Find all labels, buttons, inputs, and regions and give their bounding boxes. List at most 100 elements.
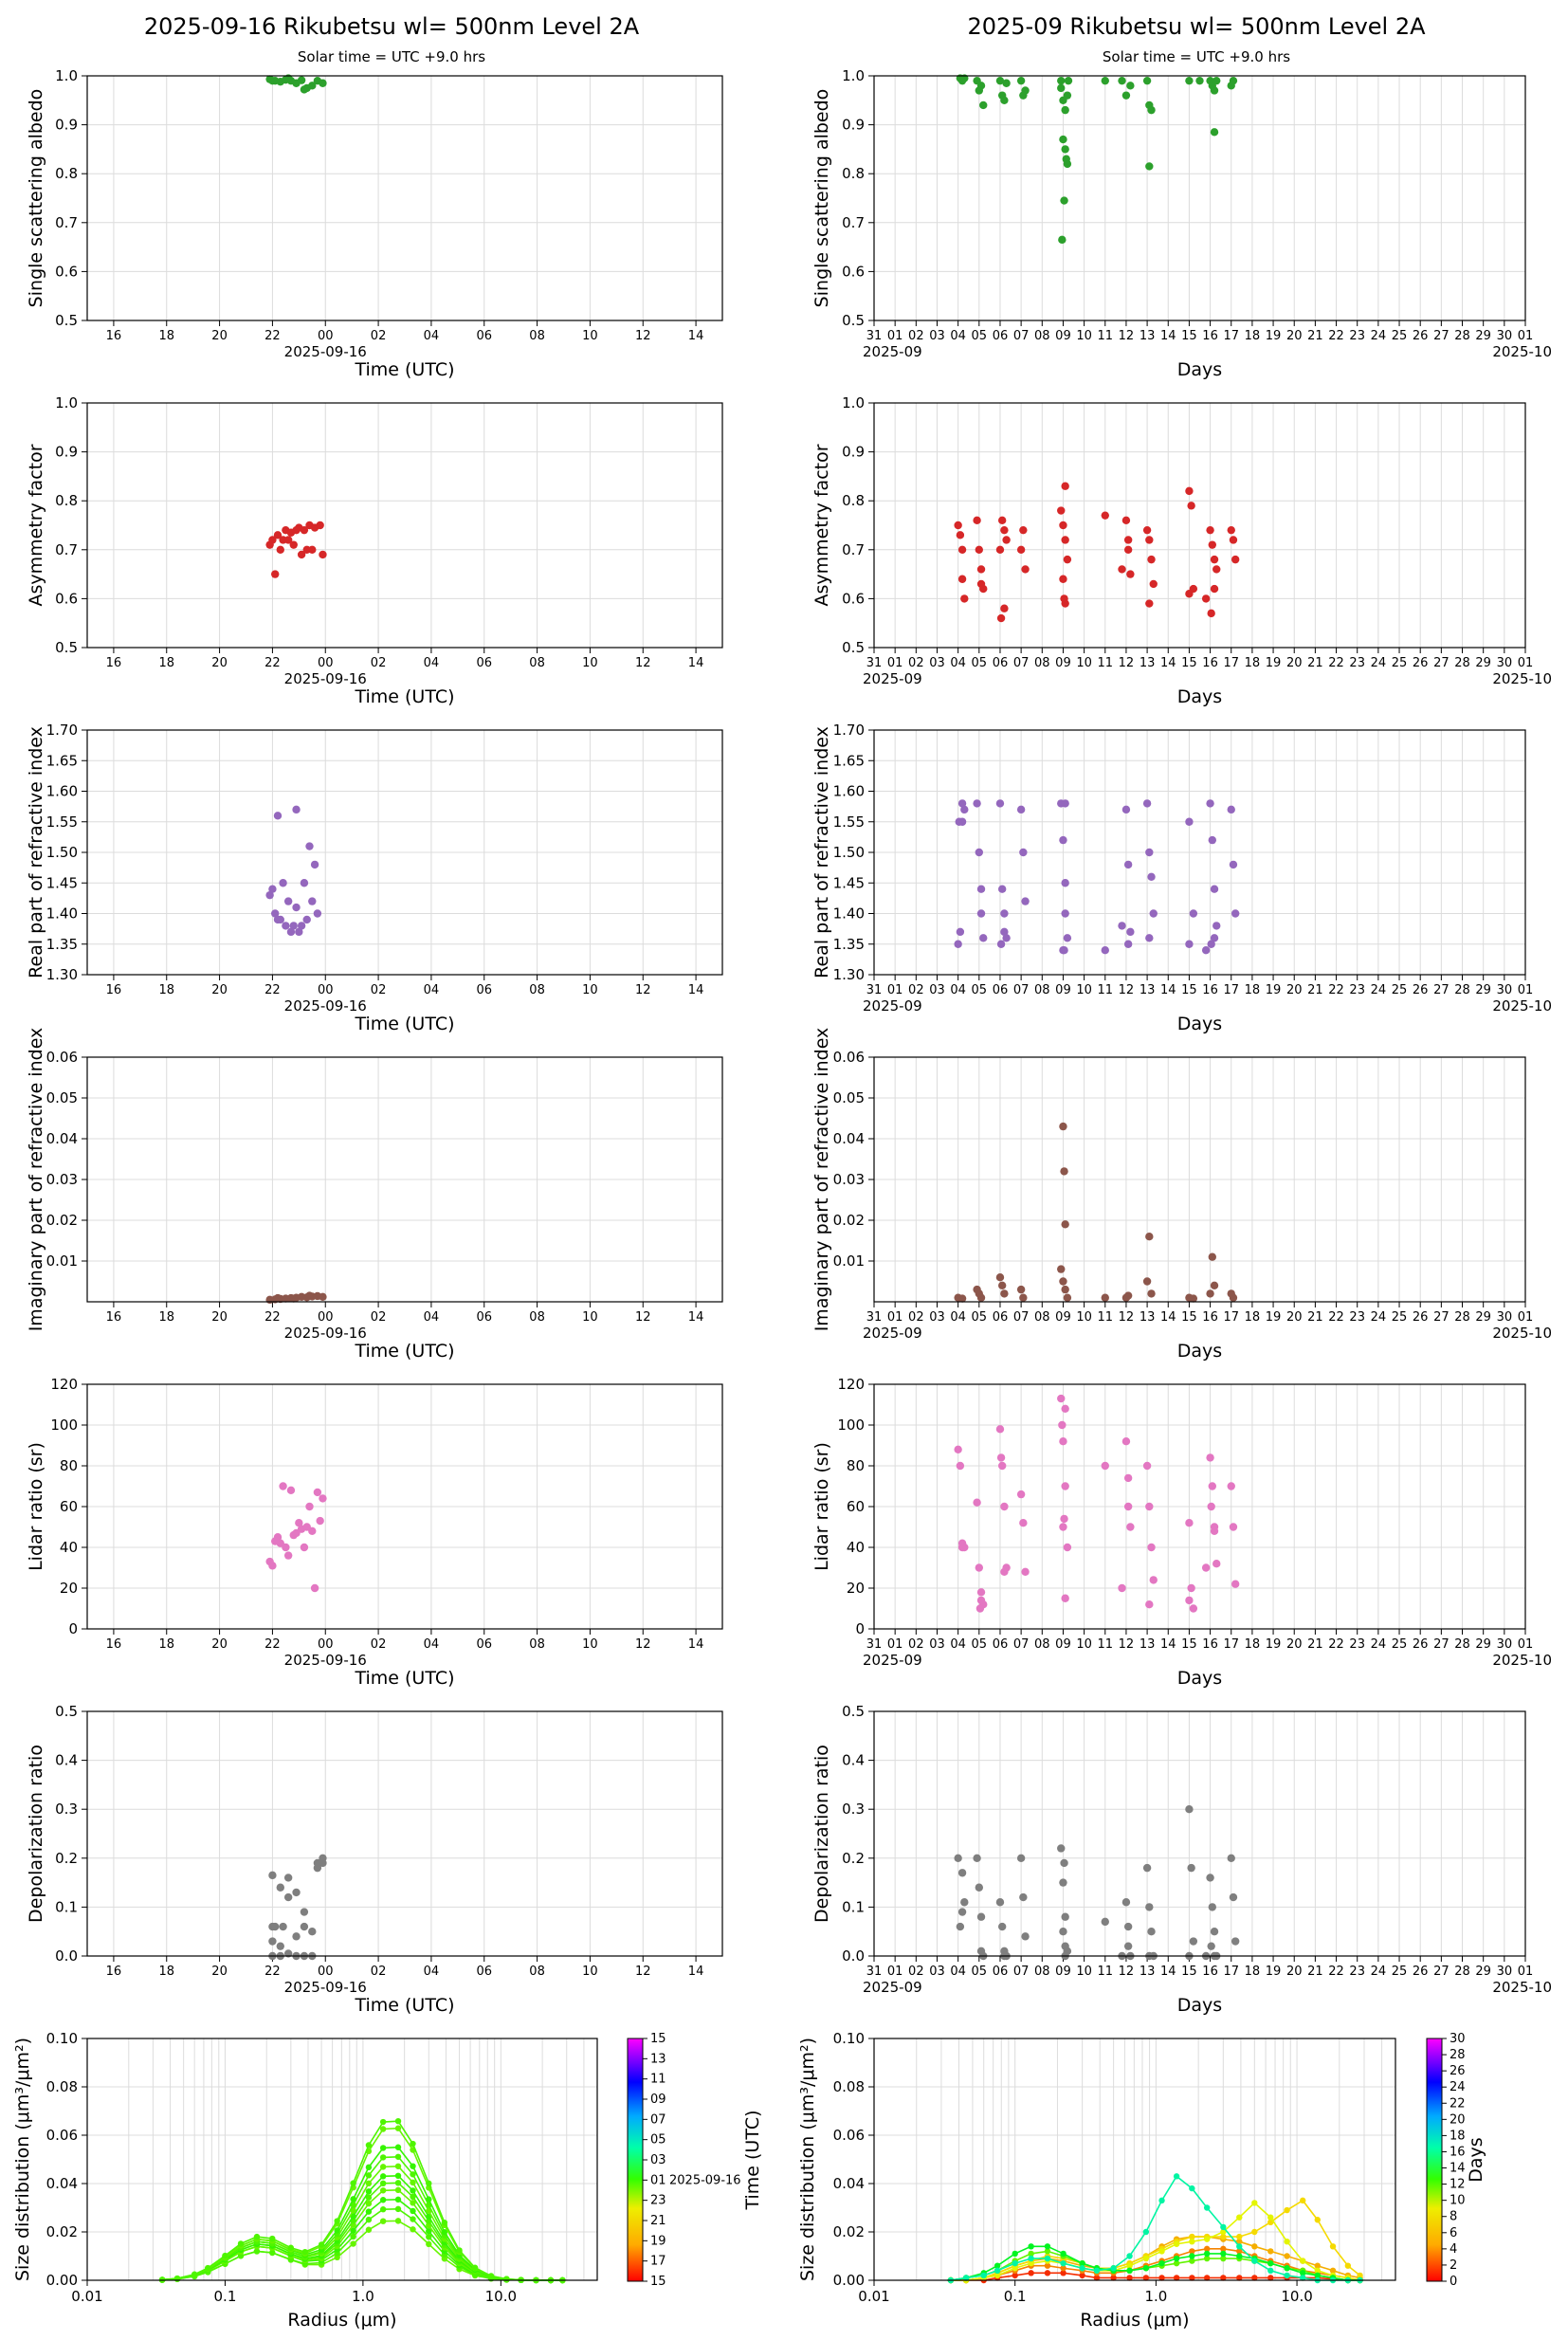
y-tick-label: 1.0 (55, 394, 78, 411)
colorbar-tick-label: 07 (650, 2112, 666, 2127)
x-tick-label: 31 (866, 983, 883, 997)
data-point (1061, 879, 1069, 887)
x-tick-label: 08 (529, 1310, 545, 1325)
size-distribution-point (394, 2205, 402, 2213)
data-point (979, 101, 988, 110)
y-tick-label: 0.6 (55, 263, 78, 280)
size-distribution-point (1189, 2239, 1195, 2245)
size-distribution-point (365, 2180, 373, 2187)
x-tick-label: 31 (866, 329, 883, 343)
size-distribution-point (962, 2275, 970, 2281)
x-tick-label: 25 (1392, 1637, 1408, 1652)
size-distribution-line (162, 2220, 563, 2281)
size-distribution-point (1142, 2228, 1150, 2236)
x-tick-label: 02 (371, 329, 387, 343)
data-point (1059, 1277, 1067, 1286)
data-point (1059, 835, 1067, 845)
data-point (295, 927, 303, 937)
data-point (308, 82, 317, 90)
data-point (1061, 145, 1069, 154)
data-point (305, 1291, 314, 1300)
x-tick-label: 13 (1140, 1637, 1156, 1652)
data-point (997, 1922, 1007, 1931)
right-asy-ylabel: Asymmetry factor (811, 444, 832, 606)
x-tick-label: 0.01 (71, 2288, 102, 2305)
x-tick-label: 12 (635, 329, 651, 343)
right-ssa-plot: 0.5 0.6 0.7 0.8 0.9 1.0 31 01 02 03 04 05 06 07 08 09 10… (811, 67, 1552, 380)
size-distribution-point (1012, 2265, 1018, 2272)
y-tick-label: 0.6 (55, 590, 78, 607)
data-point (1210, 885, 1219, 893)
right-lr-plot: 0 20 40 60 80 100 120 31 01 02 03 04 05 06 07 08 09 10 11 1… (811, 1376, 1552, 1689)
data-point (1229, 860, 1238, 869)
size-distribution-point (350, 2227, 356, 2235)
data-point (1101, 1293, 1109, 1302)
x-tick-label: 20 (1286, 1965, 1303, 1979)
size-distribution-point (1203, 2255, 1211, 2262)
data-point (1000, 1567, 1009, 1577)
data-point (1021, 1932, 1030, 1941)
left-ssa-ylabel: Single scattering albedo (26, 89, 46, 308)
left-colorbar: 15 17 19 21 23 01 03 05 07 09 11 13 15 2025-09-16 Time… (627, 2032, 763, 2289)
data-point (1059, 521, 1067, 530)
data-point (956, 531, 965, 539)
data-point (1229, 1293, 1238, 1302)
right-xlabel: Days (1177, 1341, 1222, 1362)
size-distribution-point (1044, 2243, 1051, 2250)
data-point (297, 922, 306, 930)
size-distribution-point (1314, 2262, 1321, 2269)
x-tick-label: 07 (1013, 983, 1030, 997)
x-tick-label: 20 (1286, 983, 1303, 997)
x-tick-label: 07 (1013, 1637, 1030, 1652)
data-point (1208, 1252, 1216, 1261)
size-distribution-point (1236, 2243, 1243, 2250)
data-point (268, 885, 277, 893)
size-distribution-point (1044, 2262, 1051, 2269)
x-tick-label: 10 (1076, 656, 1092, 670)
data-point (1206, 1289, 1214, 1298)
data-point (976, 1588, 986, 1597)
data-point (289, 1294, 298, 1303)
size-distribution-point (426, 2234, 432, 2240)
data-point (1195, 76, 1204, 85)
x-tick-label: 02 (908, 983, 924, 997)
left-lr-plot: 0 20 40 60 80 100 120 16 18 20 22 00 02 04 06 08 10 12 14 L… (26, 1376, 722, 1689)
size-distribution-point (1093, 2275, 1101, 2281)
size-distribution-point (1173, 2173, 1180, 2180)
x-tick-label: 05 (972, 1310, 988, 1325)
left-dep-ylabel: Depolarization ratio (26, 1745, 46, 1923)
data-point (1123, 1473, 1133, 1483)
x-tick-label: 09 (1055, 329, 1071, 343)
x-tick-label: 28 (1454, 983, 1470, 997)
data-point (1229, 1892, 1238, 1902)
y-tick-label: 0.03 (833, 1171, 865, 1188)
size-distribution-point (1173, 2255, 1180, 2262)
x-tick-label: 19 (1266, 656, 1282, 670)
data-point (279, 1922, 287, 1931)
data-point (1149, 1576, 1158, 1584)
left-dep-plot: 0.0 0.1 0.2 0.3 0.4 0.5 16 18 20 22 00 02 04 06 08 10 12… (26, 1703, 722, 2016)
data-point (1059, 135, 1067, 144)
right-size-frame (873, 2038, 1396, 2281)
data-point (265, 890, 274, 900)
x-tick-label: 20 (211, 329, 228, 343)
x-tick-label: 06 (476, 329, 492, 343)
size-distribution-point (1220, 2233, 1227, 2240)
data-point (1121, 1898, 1131, 1907)
size-distribution-point (379, 2154, 387, 2161)
x-tick-label: 00 (318, 1637, 334, 1652)
left-xlabel: Time (UTC) (354, 686, 454, 707)
data-point (1142, 1863, 1152, 1873)
data-point (975, 545, 984, 554)
x-tick-label: 28 (1454, 329, 1470, 343)
x-tick-label: 06 (476, 983, 492, 997)
x-tick-label: 04 (424, 656, 440, 670)
y-tick-label: 20 (847, 1580, 865, 1597)
data-point (976, 909, 986, 918)
x-tick-label: 22 (1328, 329, 1344, 343)
x-tick-label: 01 (887, 1965, 903, 1979)
x-tick-label: 16 (1202, 1637, 1218, 1652)
size-distribution-point (1203, 2204, 1211, 2211)
left-lr-frame (86, 1383, 723, 1630)
